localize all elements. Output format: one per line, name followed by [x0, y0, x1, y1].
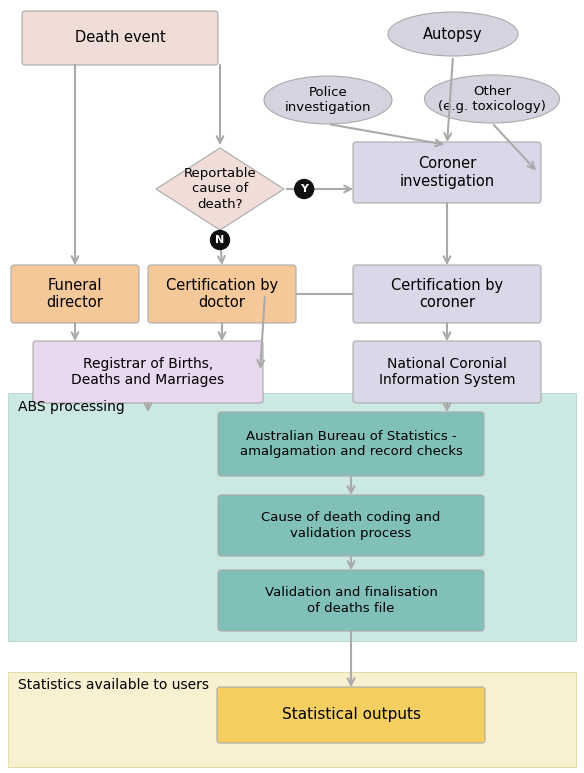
Text: Cause of death coding and
validation process: Cause of death coding and validation pro… — [261, 512, 441, 540]
Text: Validation and finalisation
of deaths file: Validation and finalisation of deaths fi… — [265, 587, 437, 615]
Text: Death event: Death event — [75, 30, 165, 46]
Text: Registrar of Births,
Deaths and Marriages: Registrar of Births, Deaths and Marriage… — [71, 357, 225, 387]
FancyBboxPatch shape — [8, 393, 576, 641]
Circle shape — [210, 230, 230, 250]
FancyBboxPatch shape — [33, 341, 263, 403]
FancyBboxPatch shape — [22, 11, 218, 65]
FancyBboxPatch shape — [218, 412, 484, 476]
Text: Police
investigation: Police investigation — [285, 86, 371, 114]
FancyBboxPatch shape — [353, 142, 541, 203]
FancyBboxPatch shape — [11, 265, 139, 323]
Text: Reportable
cause of
death?: Reportable cause of death? — [183, 168, 256, 210]
FancyBboxPatch shape — [8, 672, 576, 767]
Ellipse shape — [264, 76, 392, 124]
Text: Coroner
investigation: Coroner investigation — [399, 156, 495, 189]
Text: Funeral
director: Funeral director — [47, 278, 103, 310]
Polygon shape — [156, 148, 284, 230]
FancyBboxPatch shape — [217, 687, 485, 743]
Text: Australian Bureau of Statistics -
amalgamation and record checks: Australian Bureau of Statistics - amalga… — [239, 430, 463, 458]
Text: Other
(e.g. toxicology): Other (e.g. toxicology) — [438, 85, 546, 113]
Text: National Coronial
Information System: National Coronial Information System — [379, 357, 515, 387]
Text: Y: Y — [300, 184, 308, 194]
Ellipse shape — [388, 12, 518, 56]
Text: Certification by
coroner: Certification by coroner — [391, 278, 503, 310]
Ellipse shape — [425, 75, 559, 123]
FancyBboxPatch shape — [353, 341, 541, 403]
Circle shape — [295, 179, 314, 199]
Text: Statistics available to users: Statistics available to users — [18, 678, 209, 692]
FancyBboxPatch shape — [218, 495, 484, 556]
Text: Statistical outputs: Statistical outputs — [281, 707, 420, 723]
FancyBboxPatch shape — [148, 265, 296, 323]
FancyBboxPatch shape — [353, 265, 541, 323]
Text: Certification by
doctor: Certification by doctor — [166, 278, 278, 310]
Text: ABS processing: ABS processing — [18, 400, 125, 414]
FancyBboxPatch shape — [218, 570, 484, 631]
Text: Autopsy: Autopsy — [423, 26, 483, 42]
Text: N: N — [215, 235, 225, 245]
